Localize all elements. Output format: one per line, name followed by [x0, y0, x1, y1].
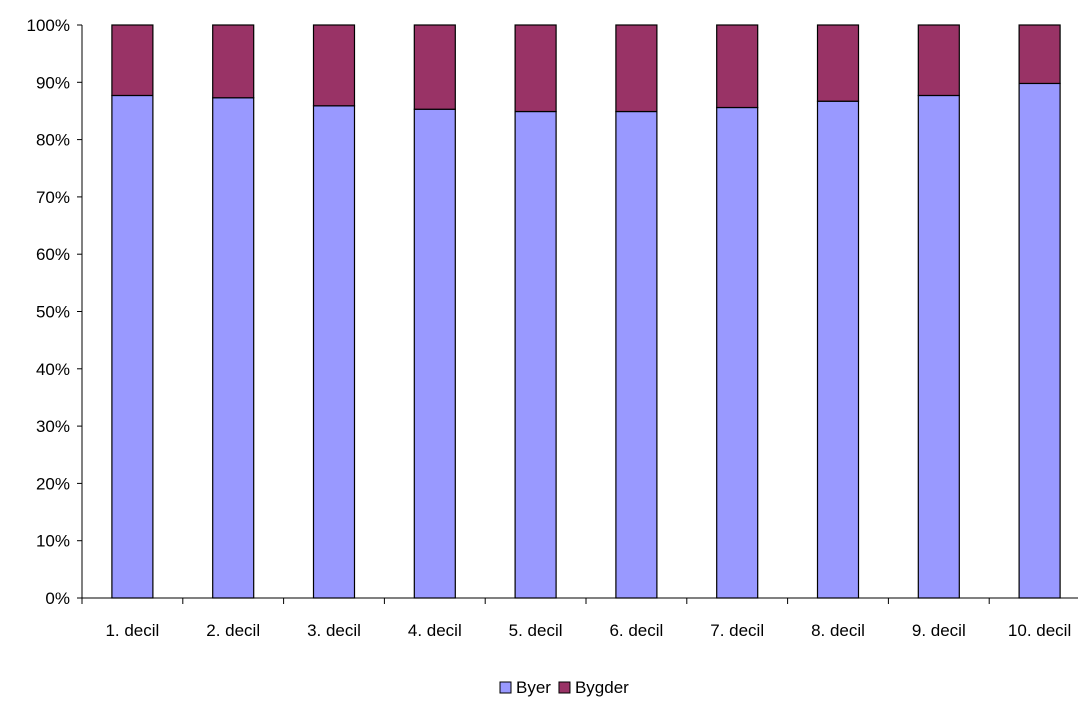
bar-segment-byer	[1018, 82, 1061, 599]
bar-segment-bygder	[111, 24, 154, 97]
x-tick-label: 8. decil	[811, 621, 865, 640]
y-tick-label: 90%	[36, 73, 70, 92]
x-tick-label: 3. decil	[307, 621, 361, 640]
y-tick-label: 80%	[36, 131, 70, 150]
bar-segment-byer	[514, 110, 557, 599]
y-tick-label: 10%	[36, 532, 70, 551]
legend-label-byer: Byer	[516, 678, 551, 697]
x-tick-label: 9. decil	[912, 621, 966, 640]
bars	[111, 24, 1061, 599]
y-tick-label: 20%	[36, 474, 70, 493]
x-tick-label: 4. decil	[408, 621, 462, 640]
legend-label-bygder: Bygder	[575, 678, 629, 697]
legend-swatch-bygder	[558, 681, 571, 694]
bar-segment-byer	[816, 100, 860, 599]
y-tick-label: 0%	[45, 589, 70, 608]
legend: Byer Bygder	[499, 678, 629, 697]
bar-segment-byer	[413, 108, 456, 599]
bar-segment-byer	[212, 97, 255, 599]
bar-segment-bygder	[514, 24, 557, 113]
bar-segment-byer	[615, 110, 658, 599]
y-tick-label: 100%	[27, 16, 70, 35]
bar-segment-byer	[111, 94, 154, 599]
bar-segment-bygder	[615, 24, 658, 113]
bar-segment-byer	[917, 94, 960, 599]
x-tick-label: 2. decil	[206, 621, 260, 640]
y-tick-label: 70%	[36, 188, 70, 207]
x-tick-label: 7. decil	[710, 621, 764, 640]
bar-segment-bygder	[312, 24, 356, 107]
bar-segment-bygder	[716, 24, 759, 109]
x-axis: 1. decil 2. decil 3. decil 4. decil 5. decil…	[81, 597, 1078, 640]
bar-segment-bygder	[212, 24, 255, 99]
bar-segment-bygder	[816, 24, 860, 102]
x-tick-label: 5. decil	[509, 621, 563, 640]
bar-segment-bygder	[413, 24, 456, 110]
x-tick-label: 6. decil	[609, 621, 663, 640]
y-axis: 0% 10% 20% 30% 40% 50% 60% 70% 80% 90% 100%	[27, 16, 83, 608]
x-tick-label: 1. decil	[105, 621, 159, 640]
bar-segment-byer	[716, 106, 759, 599]
bar-segment-bygder	[917, 24, 960, 97]
y-tick-label: 30%	[36, 417, 70, 436]
y-tick-label: 50%	[36, 303, 70, 322]
bar-segment-bygder	[1018, 24, 1061, 85]
legend-swatch-byer	[499, 681, 512, 694]
y-tick-label: 60%	[36, 245, 70, 264]
x-tick-label: 10. decil	[1008, 621, 1071, 640]
y-tick-label: 40%	[36, 360, 70, 379]
bar-segment-byer	[312, 105, 356, 599]
